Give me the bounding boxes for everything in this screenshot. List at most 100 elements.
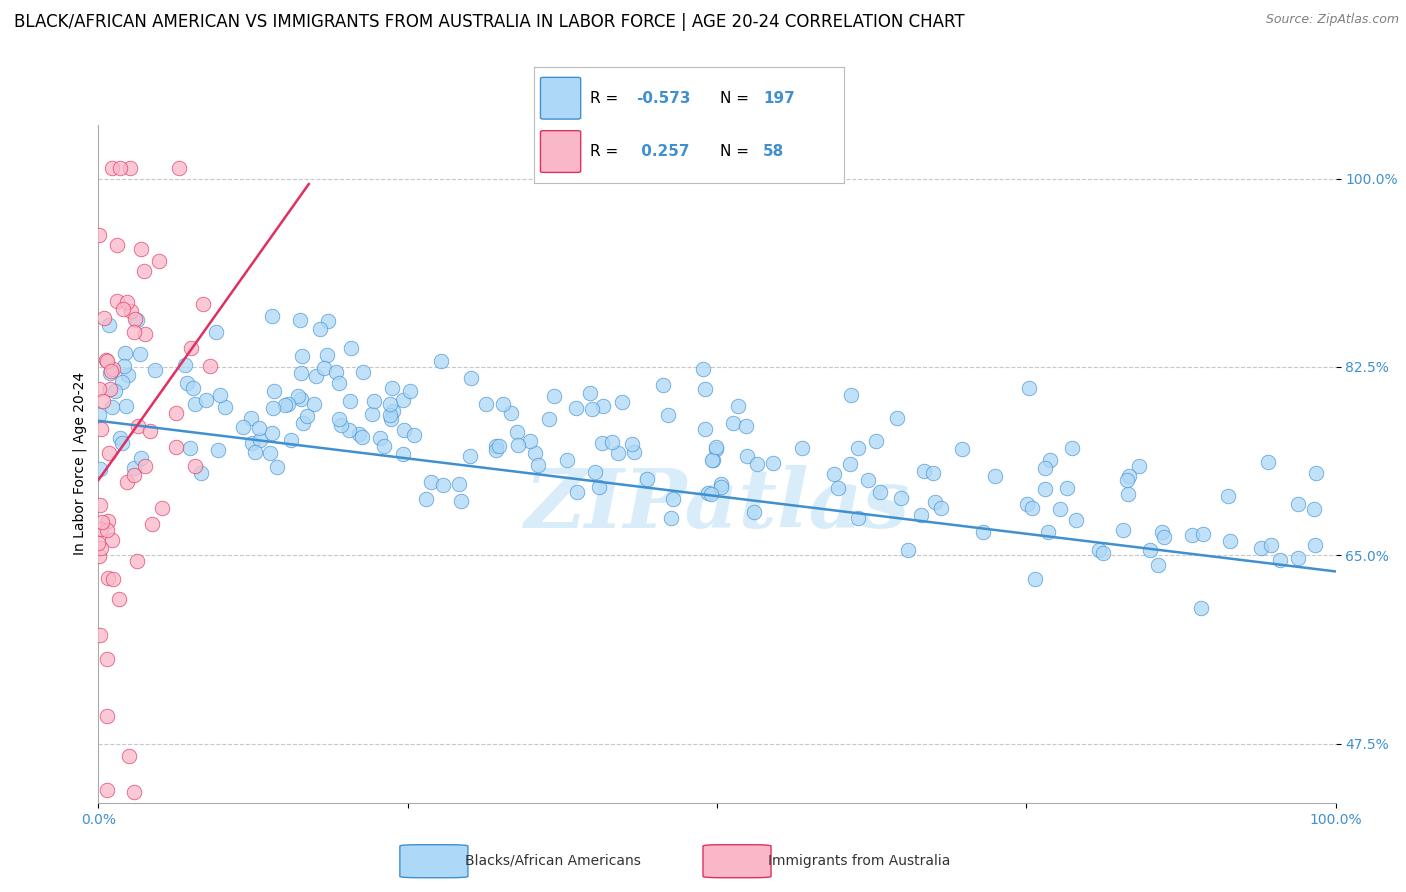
Point <box>184 458 207 473</box>
Point <box>1116 473 1139 487</box>
Point <box>259 446 281 460</box>
Text: R =: R = <box>591 91 623 106</box>
Point <box>702 453 724 467</box>
Text: Source: ZipAtlas.com: Source: ZipAtlas.com <box>1265 13 1399 27</box>
Text: -0.573: -0.573 <box>637 91 690 106</box>
Point <box>207 442 229 457</box>
Point <box>1033 460 1056 475</box>
Point <box>1060 442 1083 456</box>
Point <box>183 381 205 395</box>
Point <box>262 309 284 323</box>
Point <box>922 467 945 481</box>
Point <box>1049 502 1071 516</box>
Point <box>291 349 314 363</box>
Point <box>122 325 145 339</box>
Point <box>652 378 675 392</box>
Point <box>519 434 541 449</box>
Point <box>1189 601 1212 615</box>
Point <box>110 161 132 175</box>
Point <box>621 437 644 451</box>
Point <box>1191 527 1213 541</box>
Point <box>101 362 124 376</box>
Point <box>527 458 550 473</box>
Point <box>339 423 361 437</box>
Point <box>543 389 565 403</box>
Point <box>98 366 121 380</box>
Point <box>429 354 451 368</box>
Point <box>1286 551 1309 566</box>
Point <box>129 347 152 361</box>
Point <box>190 466 212 480</box>
Point <box>198 359 221 373</box>
Point <box>243 445 266 459</box>
Point <box>249 434 271 448</box>
Point <box>378 396 401 410</box>
Point <box>607 446 630 460</box>
Point <box>143 362 166 376</box>
Point <box>402 427 425 442</box>
Point <box>735 449 758 463</box>
Point <box>260 426 283 441</box>
Point <box>392 393 415 408</box>
Point <box>105 293 128 308</box>
Point <box>100 533 122 548</box>
Point <box>87 408 110 422</box>
Point <box>555 453 578 467</box>
Point <box>762 456 785 470</box>
Point <box>280 434 302 448</box>
Point <box>263 384 285 398</box>
Y-axis label: In Labor Force | Age 20-24: In Labor Force | Age 20-24 <box>73 372 87 556</box>
Point <box>112 359 135 373</box>
Point <box>165 406 187 420</box>
Point <box>488 439 510 453</box>
Point <box>117 368 139 382</box>
Point <box>1116 487 1139 501</box>
Point <box>865 434 887 448</box>
Point <box>1128 459 1150 474</box>
Point <box>328 411 350 425</box>
Point <box>165 440 187 454</box>
Point <box>98 382 121 396</box>
Point <box>1021 501 1043 516</box>
Point <box>176 376 198 390</box>
Point <box>432 478 454 492</box>
FancyBboxPatch shape <box>399 845 468 878</box>
Point <box>174 358 197 372</box>
Point <box>347 426 370 441</box>
Point <box>89 549 111 564</box>
Point <box>391 447 413 461</box>
Point <box>111 301 134 316</box>
Point <box>96 709 118 723</box>
Point <box>839 388 862 402</box>
Point <box>564 401 586 416</box>
Point <box>1064 513 1087 527</box>
Point <box>352 430 374 444</box>
Point <box>1139 543 1161 558</box>
Point <box>107 592 129 607</box>
Point <box>745 457 768 471</box>
Point <box>98 446 121 460</box>
Point <box>96 523 118 537</box>
Point <box>266 459 288 474</box>
Point <box>727 399 749 413</box>
FancyBboxPatch shape <box>540 78 581 119</box>
Point <box>398 384 420 398</box>
Point <box>693 382 716 396</box>
Point <box>134 459 156 474</box>
Point <box>277 397 299 411</box>
Point <box>1112 523 1135 537</box>
Point <box>121 304 143 318</box>
Point <box>373 439 395 453</box>
Point <box>290 392 312 407</box>
FancyBboxPatch shape <box>540 130 581 172</box>
Point <box>869 485 891 500</box>
Text: N =: N = <box>720 144 754 159</box>
Point <box>87 382 110 396</box>
Point <box>93 310 115 325</box>
Point <box>129 242 152 256</box>
Point <box>110 431 132 445</box>
Point <box>592 399 614 413</box>
Point <box>340 341 363 355</box>
Point <box>87 536 110 550</box>
Point <box>823 467 845 481</box>
